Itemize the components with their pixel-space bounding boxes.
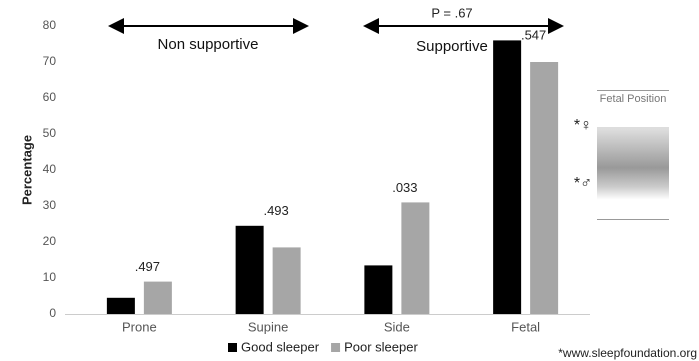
y-tick-label: 40: [43, 162, 57, 176]
y-tick-label: 60: [43, 90, 57, 104]
pair-label: .497: [135, 259, 160, 274]
bar: [401, 202, 429, 314]
page: {"chart_data": {"type": "bar", "y_label"…: [0, 0, 699, 361]
bar: [107, 298, 135, 314]
legend-swatch: [228, 343, 237, 352]
group-label: Supportive: [416, 38, 488, 55]
x-tick-label: Side: [384, 319, 410, 334]
y-tick-label: 20: [43, 234, 57, 248]
x-tick-label: Fetal: [511, 319, 540, 334]
symbol: *♀: [574, 117, 592, 134]
y-tick-label: 10: [43, 270, 57, 284]
y-tick-label: 0: [49, 306, 56, 320]
y-tick-label: 80: [43, 18, 57, 32]
group-label: Non supportive: [158, 36, 259, 53]
bar: [273, 247, 301, 314]
bar: [493, 40, 521, 314]
p-value: P = .67: [431, 5, 472, 20]
source: *www.sleepfoundation.org: [558, 346, 697, 360]
legend-label: Poor sleeper: [344, 339, 418, 354]
y-tick-label: 50: [43, 126, 57, 140]
pair-label: .547: [521, 27, 546, 42]
y-axis-label: Percentage: [19, 135, 34, 205]
y-tick-label: 30: [43, 198, 57, 212]
chart: Percentage Non supportive Supportive P =…: [0, 0, 699, 361]
symbol: *♂: [574, 175, 592, 192]
legend-swatch: [331, 343, 340, 352]
y-tick-label: 70: [43, 54, 57, 68]
x-tick-label: Supine: [248, 319, 288, 334]
bar: [236, 226, 264, 314]
image-caption: Fetal Position: [597, 91, 669, 105]
legend-label: Good sleeper: [241, 339, 320, 354]
fetal-position-image: Fetal Position: [597, 90, 669, 220]
pair-label: .033: [392, 180, 417, 195]
bar: [144, 282, 172, 314]
bar: [530, 62, 558, 314]
pair-label: .493: [263, 203, 288, 218]
x-tick-label: Prone: [122, 319, 157, 334]
bar: [364, 265, 392, 314]
